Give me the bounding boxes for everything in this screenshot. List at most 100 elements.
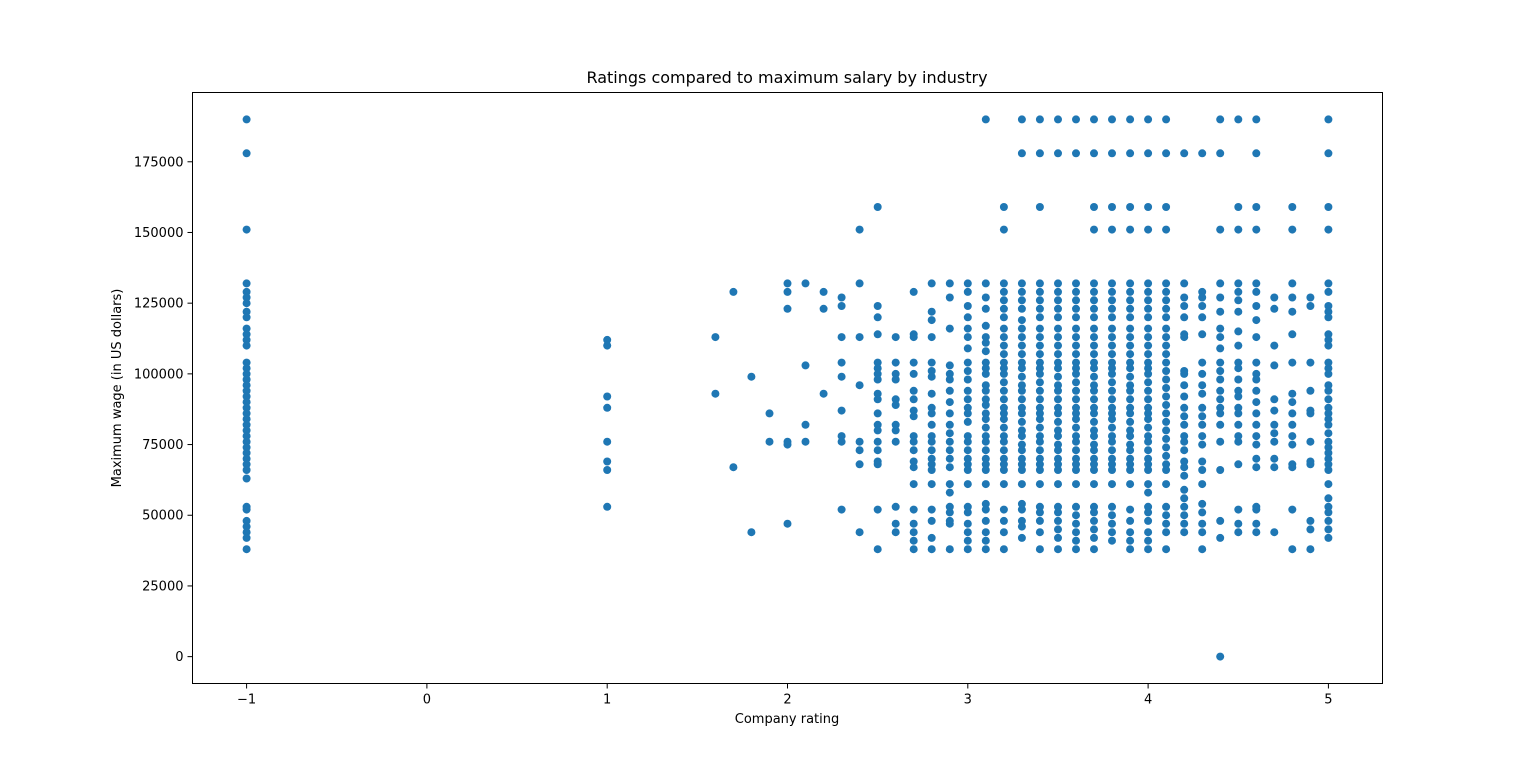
data-point xyxy=(999,358,1008,367)
data-point xyxy=(1054,516,1062,525)
data-point xyxy=(1252,432,1261,441)
data-point xyxy=(1035,386,1044,395)
data-point xyxy=(891,395,900,404)
data-point xyxy=(1108,409,1116,418)
data-point xyxy=(1035,358,1044,367)
data-point xyxy=(1306,302,1315,310)
data-point xyxy=(1144,454,1153,463)
data-point xyxy=(1324,460,1333,469)
data-point xyxy=(945,488,954,497)
data-point xyxy=(1090,372,1098,381)
data-point xyxy=(909,446,918,455)
data-point xyxy=(1108,386,1116,395)
data-point xyxy=(1162,460,1171,469)
data-point xyxy=(1054,454,1062,463)
data-point xyxy=(1090,115,1098,124)
data-point xyxy=(945,361,954,370)
data-point xyxy=(999,454,1008,463)
y-tick-label: 75000 xyxy=(142,438,183,453)
data-point xyxy=(1126,372,1135,381)
data-point xyxy=(1270,454,1279,463)
data-point xyxy=(1144,545,1153,554)
data-point xyxy=(981,480,990,489)
data-point xyxy=(1054,508,1062,517)
data-point xyxy=(927,372,936,381)
data-point xyxy=(999,324,1008,333)
data-point xyxy=(873,420,882,429)
data-point xyxy=(1035,545,1044,554)
data-point xyxy=(1054,364,1062,373)
data-point xyxy=(1017,149,1026,158)
data-point xyxy=(1180,471,1189,480)
data-point xyxy=(1216,409,1225,418)
data-point xyxy=(1072,432,1080,441)
data-point xyxy=(1252,463,1261,472)
data-point xyxy=(1017,386,1026,395)
data-point xyxy=(999,432,1008,441)
data-point xyxy=(873,389,882,398)
data-point xyxy=(1090,381,1098,390)
data-point xyxy=(711,389,720,398)
data-point xyxy=(819,304,828,313)
data-point xyxy=(1072,536,1080,545)
data-point xyxy=(1054,296,1062,305)
data-point xyxy=(1054,440,1062,449)
data-point xyxy=(927,389,936,398)
data-point xyxy=(242,115,251,124)
data-point xyxy=(1144,115,1153,124)
x-tick-label: −1 xyxy=(237,693,256,708)
data-point xyxy=(1180,392,1189,401)
data-point xyxy=(603,457,612,466)
data-point xyxy=(1035,378,1044,387)
data-point xyxy=(891,437,900,446)
data-point xyxy=(999,386,1008,395)
data-point xyxy=(1144,516,1153,525)
data-point xyxy=(1324,480,1333,489)
data-point xyxy=(963,432,972,441)
data-point xyxy=(999,446,1008,455)
data-point xyxy=(242,522,251,531)
data-point xyxy=(1180,457,1189,466)
data-point xyxy=(963,502,972,511)
data-point xyxy=(1090,533,1098,542)
data-point xyxy=(999,350,1008,359)
data-point xyxy=(1234,519,1243,528)
data-point xyxy=(1017,466,1026,474)
x-axis-label: Company rating xyxy=(735,712,840,727)
data-point xyxy=(1090,287,1098,296)
data-point xyxy=(1017,505,1026,514)
data-point xyxy=(1144,386,1153,395)
data-point xyxy=(981,409,990,418)
data-point xyxy=(1072,423,1080,432)
data-point xyxy=(1324,494,1333,503)
y-tick-label: 0 xyxy=(175,650,183,665)
data-point xyxy=(1144,528,1153,537)
y-tick-label: 175000 xyxy=(134,155,184,170)
data-point xyxy=(242,516,251,525)
data-point xyxy=(963,460,972,469)
data-point xyxy=(1180,313,1189,322)
data-point xyxy=(1252,333,1261,342)
data-point xyxy=(1090,333,1098,342)
data-point xyxy=(1072,304,1080,313)
data-point xyxy=(1144,364,1153,373)
data-point xyxy=(1017,533,1026,542)
data-point xyxy=(1072,296,1080,305)
data-point xyxy=(1017,287,1026,296)
data-point xyxy=(891,528,900,537)
data-point xyxy=(981,364,990,373)
data-point xyxy=(1054,386,1062,395)
data-point xyxy=(1180,412,1189,421)
data-point xyxy=(1162,426,1171,435)
data-point xyxy=(873,302,882,310)
data-point xyxy=(242,369,251,378)
data-point xyxy=(1234,386,1243,395)
data-point xyxy=(909,333,918,342)
data-point xyxy=(242,426,251,435)
data-point xyxy=(873,437,882,446)
data-point xyxy=(1180,519,1189,528)
data-point xyxy=(1162,384,1171,392)
data-point xyxy=(1216,367,1225,375)
data-point xyxy=(1108,279,1116,288)
data-point xyxy=(927,446,936,455)
